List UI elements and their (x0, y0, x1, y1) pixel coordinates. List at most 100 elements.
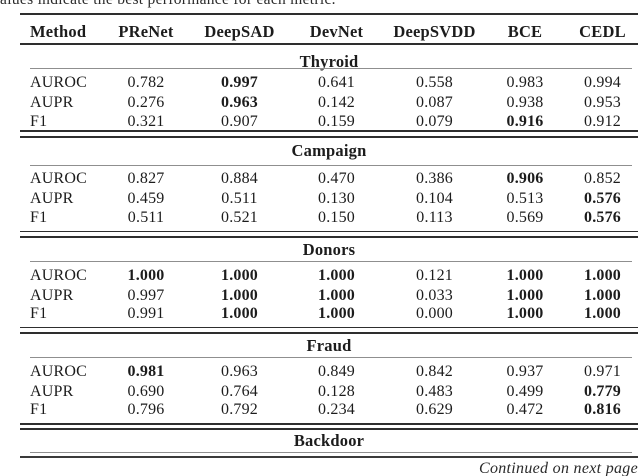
table-top-rule (20, 13, 638, 15)
header-bottom-rule (20, 43, 638, 45)
section-title-donors: Donors (302, 240, 356, 259)
value-cell-fraud-f1-deepsvdd: 0.629 (416, 400, 453, 418)
section-underline-rule-thyroid (30, 68, 632, 70)
section-underline-rule-fraud (30, 357, 632, 359)
value-cell-campaign-auroc-deepsad: 0.884 (221, 170, 258, 187)
value-cell-campaign-aupr-prenet: 0.459 (127, 190, 165, 207)
value-cell-fraud-aupr-prenet: 0.690 (127, 382, 165, 400)
value-cell-fraud-aupr-deepsad: 0.764 (221, 382, 258, 400)
value-cell-campaign-auroc-prenet: 0.827 (127, 170, 165, 187)
value-cell-campaign-aupr-cedl: 0.576 (584, 190, 621, 207)
section-separator-rule-2 (20, 236, 638, 238)
metric-label: F1 (30, 209, 48, 226)
value-cell-campaign-f1-bce: 0.569 (506, 209, 544, 226)
column-header-prenet: PReNet (118, 21, 174, 41)
column-header-cedl: CEDL (579, 21, 626, 41)
table-row-campaign-auroc: AUROC 0.827 0.884 0.470 0.386 0.906 0.852 (20, 168, 638, 189)
value-cell-donors-auroc-deepsad: 1.000 (221, 266, 258, 284)
value-cell-thyroid-aupr-prenet: 0.276 (127, 93, 165, 111)
metric-label: AUROC (30, 170, 88, 187)
value-cell-donors-f1-deepsad: 1.000 (221, 305, 258, 322)
value-cell-donors-aupr-bce: 1.000 (506, 286, 544, 304)
table-header-row: Method PReNet DeepSAD DevNet DeepSVDD BCE CEDL (20, 21, 638, 42)
section-underline-rule-backdoor (30, 452, 632, 454)
value-cell-thyroid-f1-bce: 0.916 (506, 113, 544, 130)
table-row-thyroid-aupr: AUPR 0.276 0.963 0.142 0.087 0.938 0.953 (20, 92, 638, 113)
value-cell-thyroid-auroc-devnet: 0.641 (318, 74, 355, 91)
value-cell-fraud-aupr-deepsvdd: 0.483 (416, 382, 453, 400)
value-cell-fraud-aupr-devnet: 0.128 (318, 382, 355, 400)
value-cell-thyroid-auroc-deepsad: 0.997 (221, 74, 258, 91)
value-cell-fraud-auroc-deepsad: 0.963 (221, 363, 258, 380)
value-cell-campaign-f1-devnet: 0.150 (318, 209, 355, 226)
value-cell-thyroid-auroc-cedl: 0.994 (584, 74, 621, 91)
column-header-method: Method (30, 21, 87, 41)
value-cell-donors-f1-cedl: 1.000 (584, 305, 621, 322)
value-cell-fraud-f1-deepsad: 0.792 (221, 400, 258, 418)
value-cell-fraud-auroc-bce: 0.937 (506, 363, 544, 380)
value-cell-fraud-f1-cedl: 0.816 (584, 400, 621, 418)
value-cell-donors-auroc-devnet: 1.000 (318, 266, 355, 284)
metric-label: F1 (30, 113, 48, 130)
value-cell-campaign-auroc-deepsvdd: 0.386 (416, 170, 453, 187)
section-separator-rule-1 (20, 423, 638, 425)
metric-label: AUPR (30, 286, 74, 304)
value-cell-fraud-f1-bce: 0.472 (506, 400, 544, 418)
metric-label: AUROC (30, 363, 88, 380)
section-title-campaign: Campaign (291, 141, 367, 160)
column-header-deepsad: DeepSAD (204, 21, 275, 41)
section-underline-rule-campaign (30, 164, 632, 166)
section-title-thyroid: Thyroid (299, 51, 359, 71)
metric-label: AUPR (30, 93, 74, 111)
value-cell-fraud-aupr-cedl: 0.779 (584, 382, 621, 400)
value-cell-donors-aupr-deepsvdd: 0.033 (416, 286, 453, 304)
value-cell-campaign-f1-deepsad: 0.521 (221, 209, 258, 226)
value-cell-fraud-auroc-cedl: 0.971 (584, 363, 621, 380)
metric-label: AUPR (30, 190, 74, 207)
section-title-fraud: Fraud (306, 336, 352, 355)
table-row-campaign-f1: F1 0.511 0.521 0.150 0.113 0.569 0.576 (20, 207, 638, 228)
value-cell-campaign-aupr-devnet: 0.130 (318, 190, 355, 207)
table-row-donors-f1: F1 0.991 1.000 1.000 0.000 1.000 1.000 (20, 303, 638, 324)
value-cell-thyroid-f1-deepsvdd: 0.079 (416, 113, 453, 130)
table-row-fraud-f1: F1 0.796 0.792 0.234 0.629 0.472 0.816 (20, 399, 638, 420)
value-cell-donors-aupr-cedl: 1.000 (584, 286, 621, 304)
table-caption-fragment: values indicate the best performance for… (0, 0, 336, 9)
value-cell-donors-aupr-devnet: 1.000 (318, 286, 355, 304)
value-cell-thyroid-aupr-deepsad: 0.963 (221, 93, 258, 111)
value-cell-campaign-f1-cedl: 0.576 (584, 209, 621, 226)
table-row-fraud-auroc: AUROC 0.981 0.963 0.849 0.842 0.937 0.971 (20, 361, 638, 382)
value-cell-donors-f1-bce: 1.000 (506, 305, 544, 322)
value-cell-donors-auroc-prenet: 1.000 (127, 266, 165, 284)
value-cell-fraud-f1-devnet: 0.234 (318, 400, 355, 418)
metric-label: F1 (30, 400, 48, 418)
value-cell-thyroid-aupr-cedl: 0.953 (584, 93, 621, 111)
section-separator-rule-1 (20, 230, 638, 232)
value-cell-campaign-f1-prenet: 0.511 (127, 209, 165, 226)
value-cell-donors-f1-devnet: 1.000 (318, 305, 355, 322)
value-cell-fraud-auroc-prenet: 0.981 (127, 363, 165, 380)
value-cell-donors-auroc-deepsvdd: 0.121 (416, 266, 453, 284)
column-header-devnet: DevNet (309, 21, 364, 41)
value-cell-thyroid-f1-deepsad: 0.907 (221, 113, 258, 130)
value-cell-thyroid-auroc-bce: 0.983 (506, 74, 544, 91)
metric-label: F1 (30, 305, 48, 322)
value-cell-thyroid-f1-cedl: 0.912 (584, 113, 621, 130)
value-cell-donors-f1-deepsvdd: 0.000 (416, 305, 453, 322)
table-row-thyroid-auroc: AUROC 0.782 0.997 0.641 0.558 0.983 0.994 (20, 72, 638, 93)
value-cell-thyroid-aupr-deepsvdd: 0.087 (416, 93, 453, 111)
value-cell-thyroid-f1-devnet: 0.159 (318, 113, 355, 130)
value-cell-donors-aupr-prenet: 0.997 (127, 286, 165, 304)
value-cell-thyroid-f1-prenet: 0.321 (127, 113, 165, 130)
section-separator-rule-2 (20, 428, 638, 430)
value-cell-donors-auroc-bce: 1.000 (506, 266, 544, 284)
section-separator-rule-1 (20, 326, 638, 328)
table-end-rule (20, 455, 638, 458)
value-cell-thyroid-auroc-prenet: 0.782 (127, 74, 165, 91)
table-row-thyroid-f1: F1 0.321 0.907 0.159 0.079 0.916 0.912 (20, 111, 638, 132)
metric-label: AUPR (30, 382, 74, 400)
value-cell-thyroid-aupr-devnet: 0.142 (318, 93, 355, 111)
value-cell-campaign-auroc-bce: 0.906 (506, 170, 544, 187)
table-row-donors-auroc: AUROC 1.000 1.000 1.000 0.121 1.000 1.000 (20, 265, 638, 286)
